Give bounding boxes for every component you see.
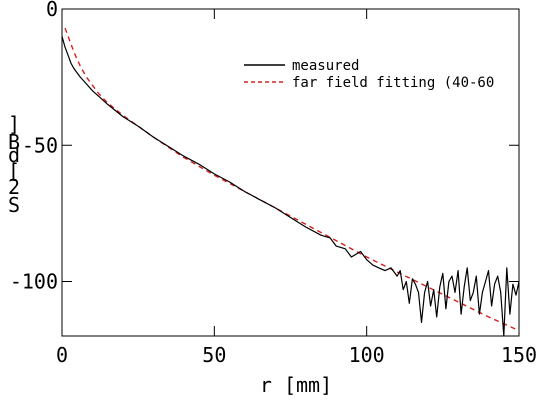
legend: measured far field fitting (40-60 — [244, 58, 494, 91]
y-axis-label-glyph: [ — [8, 159, 20, 183]
y-tick-label: -50 — [22, 133, 58, 157]
series-layer — [61, 27, 520, 337]
x-tick-label: 150 — [501, 343, 537, 367]
x-tick-label: 50 — [202, 343, 226, 367]
y-axis-label-glyph: 2 — [8, 175, 20, 199]
tick-labels: 0 50 100 150 0 -50 -100 — [10, 0, 537, 367]
x-axis-label: r [mm] — [260, 373, 332, 397]
plot-frame — [61, 8, 520, 337]
y-axis-label-glyph: S — [8, 193, 20, 217]
y-tick-label: 0 — [46, 0, 58, 21]
x-tick-label: 100 — [349, 343, 385, 367]
series-line-measured — [61, 36, 520, 337]
y-axis-label-glyph: ] — [8, 112, 20, 136]
y-axis-label: ]Bd[2S — [8, 112, 20, 217]
x-tick-label: 0 — [56, 343, 68, 367]
legend-label-measured: measured — [292, 58, 359, 74]
legend-label-far-field-fitting: far field fitting (40-60 — [292, 75, 494, 91]
y-axis-label-glyph: B — [8, 130, 20, 154]
y-axis-label-glyph: d — [8, 143, 20, 167]
y-tick-label: -100 — [10, 270, 58, 294]
axis-ticks — [61, 8, 520, 336]
